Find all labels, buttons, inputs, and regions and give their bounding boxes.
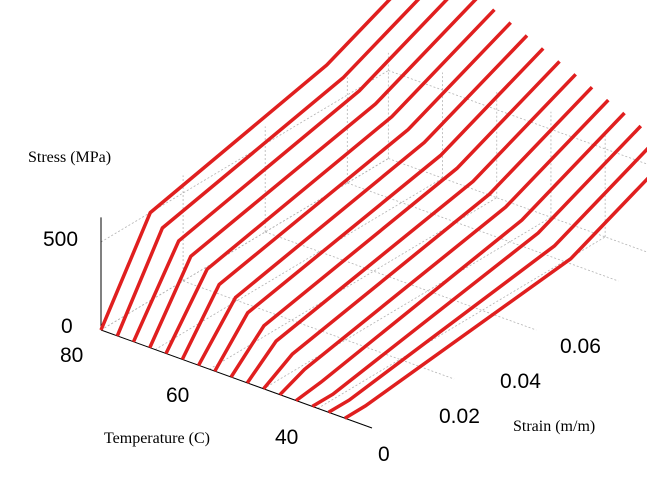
stress-strain-curve-4 (164, 8, 496, 355)
floor-grid-line-x-1 (182, 280, 455, 380)
z-tick-label-0: 0 (61, 315, 73, 338)
stress-strain-curve-6 (197, 34, 529, 367)
y-axis-label: Temperature (C) (104, 430, 210, 447)
side-wall-grid-line-z-1 (388, 70, 647, 165)
chart-grid (100, 52, 647, 429)
temperature-axis-line (100, 329, 373, 429)
z-axis-label: Stress (MPa) (28, 149, 111, 166)
stress-strain-curve-3 (148, 0, 478, 349)
stress-strain-curve-1 (115, 0, 421, 337)
y-tick-label-80: 80 (60, 344, 83, 367)
stress-strain-curve-5 (180, 21, 512, 361)
x-tick-label-0: 0 (378, 443, 390, 466)
stress-strain-curve-15 (343, 176, 647, 420)
side-wall-grid-line-z-0 (388, 158, 647, 253)
stress-strain-curve-11 (278, 98, 610, 396)
z-tick-label-500: 500 (43, 228, 78, 251)
x-tick-label-0.04: 0.04 (500, 370, 541, 393)
floor-grid-line-x-3 (347, 182, 619, 282)
x-tick-label-0.02: 0.02 (439, 405, 480, 428)
stress-strain-curve-9 (245, 73, 577, 384)
floor-grid-line-x-2 (265, 231, 537, 331)
y-tick-label-60: 60 (166, 384, 189, 407)
stress-strain-curve-12 (295, 111, 626, 403)
x-tick-label-0.06: 0.06 (560, 335, 601, 358)
stress-strain-curve-8 (229, 60, 561, 378)
stress-strain-curve-2 (131, 0, 449, 343)
chart-series (99, 0, 647, 420)
stress-strain-curve-7 (213, 47, 545, 373)
x-axis-label: Strain (m/m) (513, 418, 595, 435)
stress-strain-curve-10 (262, 85, 594, 390)
stress-strain-curve-0 (99, 0, 392, 331)
y-tick-label-40: 40 (275, 426, 298, 449)
stress-strain-curve-14 (327, 146, 647, 414)
stress-strain-curve-13 (311, 124, 643, 408)
